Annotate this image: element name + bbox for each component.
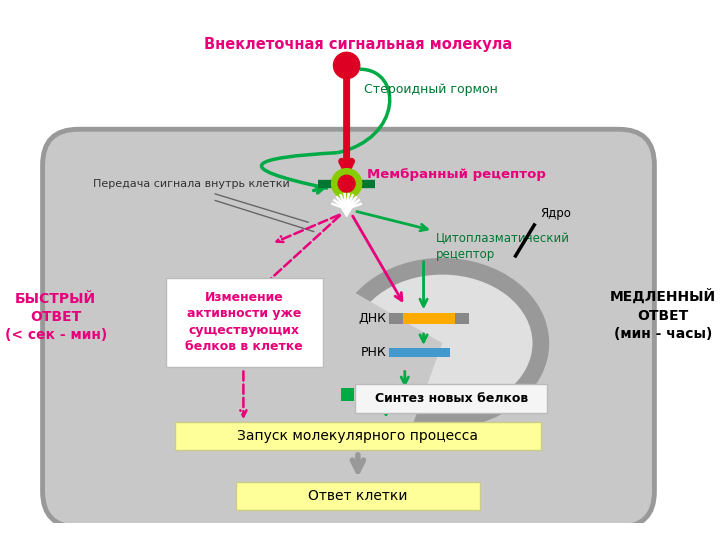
Bar — [403, 313, 454, 325]
Bar — [166, 278, 323, 367]
Bar — [355, 384, 547, 413]
Text: МЕДЛЕННЫЙ
ОТВЕТ
(мин - часы): МЕДЛЕННЫЙ ОТВЕТ (мин - часы) — [610, 289, 716, 341]
Bar — [236, 482, 480, 510]
Bar — [341, 388, 354, 401]
Text: Цитоплазматический
рецептор: Цитоплазматический рецептор — [436, 232, 570, 261]
Text: РНК: РНК — [360, 346, 386, 359]
Polygon shape — [341, 207, 352, 217]
Circle shape — [332, 168, 361, 199]
Text: Изменение
активности уже
существующих
белков в клетке: Изменение активности уже существующих бе… — [186, 291, 303, 353]
Text: Передача сигнала внутрь клетки: Передача сигнала внутрь клетки — [94, 179, 290, 188]
Text: БЫСТРЫЙ
ОТВЕТ
(< сек - мин): БЫСТРЫЙ ОТВЕТ (< сек - мин) — [4, 292, 107, 342]
Ellipse shape — [344, 266, 541, 420]
Text: ДНК: ДНК — [358, 312, 386, 325]
Text: Внеклеточная сигнальная молекула: Внеклеточная сигнальная молекула — [204, 37, 512, 52]
Text: Стероидный гормон: Стероидный гормон — [364, 83, 498, 96]
Text: Синтез новых белков: Синтез новых белков — [374, 392, 528, 405]
Circle shape — [333, 52, 360, 79]
FancyBboxPatch shape — [42, 129, 654, 527]
Wedge shape — [327, 286, 442, 451]
Text: Запуск молекулярного процесса: Запуск молекулярного процесса — [238, 429, 478, 443]
Text: Ответ клетки: Ответ клетки — [308, 489, 408, 503]
Text: Ядро: Ядро — [540, 207, 571, 220]
Circle shape — [338, 175, 355, 192]
Bar — [389, 313, 469, 325]
Bar — [389, 348, 450, 357]
Text: Мембранный рецептор: Мембранный рецептор — [367, 168, 546, 181]
Bar — [175, 422, 541, 450]
Ellipse shape — [355, 278, 530, 409]
